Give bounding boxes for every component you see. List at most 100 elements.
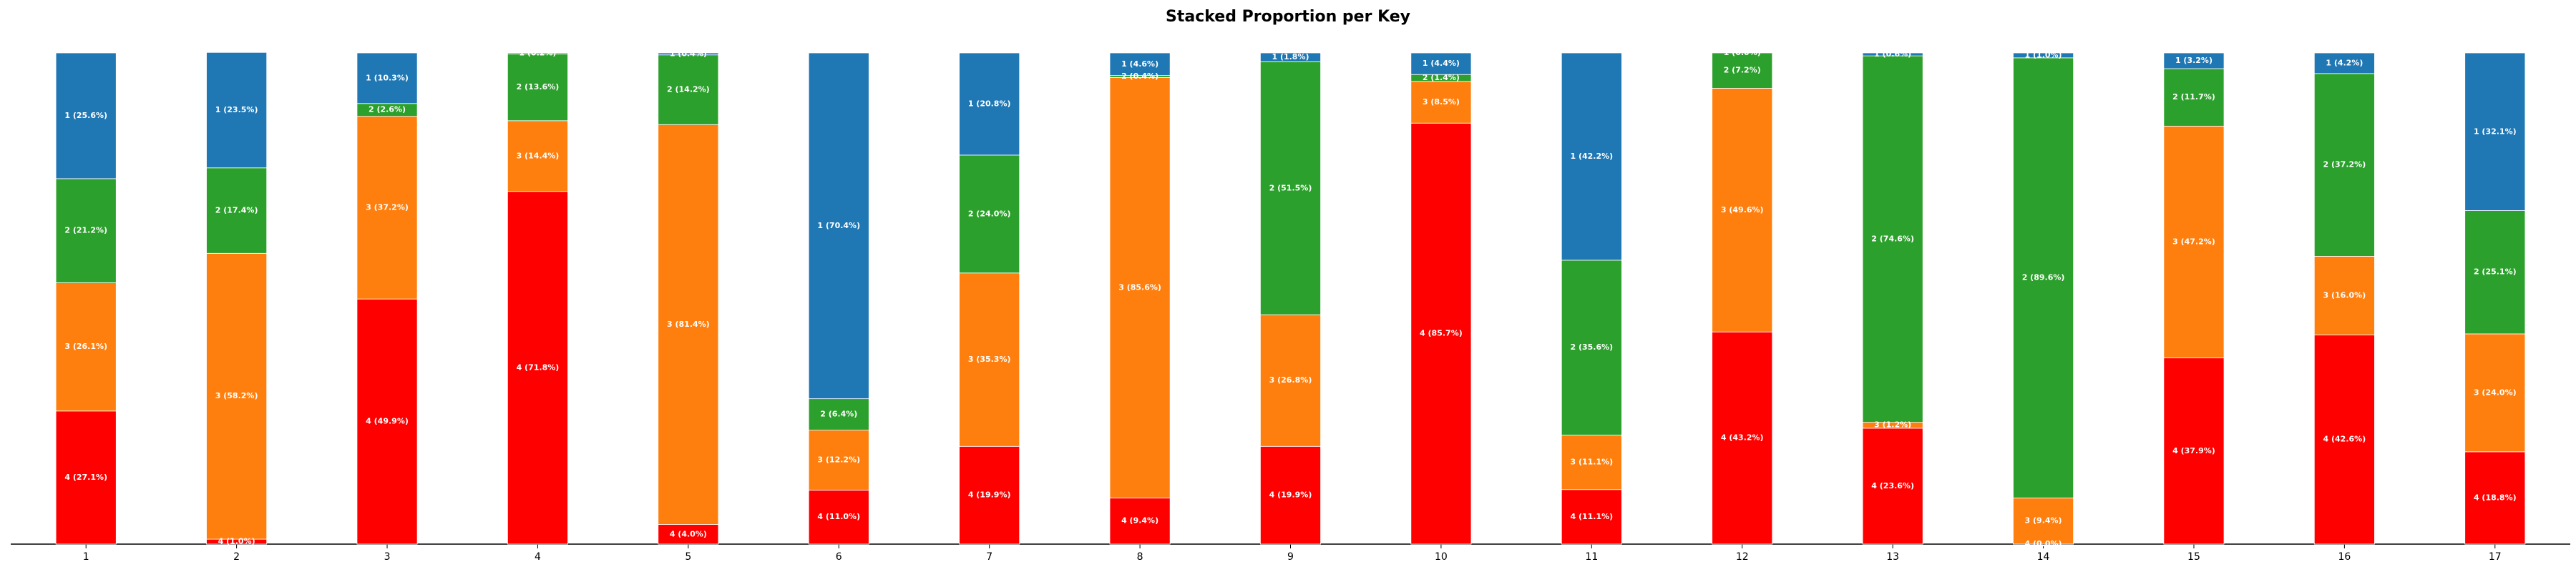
bar-segment (356, 52, 418, 104)
bar-segment (1410, 81, 1472, 124)
segment-label: 3 (26.8%) (1269, 375, 1312, 385)
bar-segment (2464, 210, 2526, 335)
bar-segment (356, 298, 418, 545)
x-tick-label: 10 (1435, 551, 1448, 563)
x-tick-label: 5 (685, 551, 691, 563)
segment-label: 3 (58.2%) (215, 391, 258, 400)
segment-label: 2 (17.4%) (215, 206, 258, 215)
bar-segment (959, 154, 1020, 274)
x-tick-label: 1 (83, 551, 89, 563)
segment-label: 2 (51.5%) (1269, 183, 1312, 192)
bar-segment (658, 124, 719, 525)
bar-segment (2313, 52, 2375, 74)
segment-label: 2 (21.2%) (64, 226, 107, 235)
bar-segment (658, 54, 719, 125)
segment-label: 4 (9.4%) (1121, 516, 1158, 526)
segment-label: 4 (11.0%) (817, 512, 860, 521)
bar-segment (2163, 52, 2225, 69)
bar-segment (1862, 428, 1923, 545)
segment-label: 3 (49.6%) (1721, 205, 1764, 214)
bar-segment (55, 178, 117, 283)
segment-label: 4 (42.6%) (2323, 435, 2366, 444)
bar-segment (658, 52, 719, 56)
x-tick-label: 12 (1736, 551, 1749, 563)
bar-segment (808, 490, 869, 545)
bar-segment (507, 53, 568, 122)
x-tick-label: 11 (1585, 551, 1598, 563)
segment-label: 2 (7.2%) (1724, 66, 1761, 75)
bar-segment (2013, 498, 2074, 545)
segment-label: 4 (43.2%) (1721, 433, 1764, 443)
bar-segment (808, 52, 869, 400)
segment-label: 2 (2.6%) (369, 105, 406, 114)
segment-label: 1 (0.4%) (670, 49, 707, 58)
bar-segment (55, 52, 117, 179)
segment-label: 2 (6.4%) (820, 410, 857, 419)
bar-segment (1862, 55, 1923, 423)
segment-label: 1 (70.4%) (817, 221, 860, 230)
segment-label: 4 (11.1%) (1570, 512, 1613, 521)
x-tick-label: 9 (1287, 551, 1294, 563)
segment-label: 1 (3.2%) (2175, 56, 2212, 65)
bar-segment (1862, 52, 1923, 56)
bar-segment (808, 398, 869, 431)
segment-label: 2 (24.0%) (968, 209, 1011, 218)
segment-label: 4 (85.7%) (1420, 329, 1463, 338)
bar-segment (2464, 451, 2526, 545)
segment-label: 1 (0.6%) (1874, 49, 1911, 59)
bar-segment (1260, 445, 1321, 545)
segment-label: 3 (1.2%) (1874, 420, 1911, 430)
bar-segment (507, 52, 568, 54)
bar-segment (1109, 498, 1171, 545)
bar-segment (959, 52, 1020, 156)
bar-segment (2163, 125, 2225, 359)
bar-segment (1109, 52, 1171, 77)
segment-label: 1 (4.4%) (1423, 59, 1460, 68)
segment-label: 2 (0.4%) (1121, 72, 1158, 81)
bar-segment (206, 167, 268, 254)
segment-label: 4 (19.9%) (1269, 490, 1312, 500)
segment-label: 1 (32.1%) (2474, 127, 2517, 136)
segment-label: 2 (1.4%) (1423, 73, 1460, 82)
segment-label: 1 (23.5%) (215, 105, 258, 114)
bar-segment (1712, 331, 1773, 545)
bar-segment (959, 272, 1020, 447)
bar-segment (2013, 52, 2074, 59)
segment-label: 1 (0.0%) (1724, 48, 1761, 57)
segment-label: 3 (81.4%) (667, 320, 710, 329)
segment-label: 4 (4.0%) (670, 529, 707, 538)
x-tick-label: 14 (2037, 551, 2050, 563)
bar-segment (2013, 57, 2074, 498)
segment-label: 1 (42.2%) (1570, 152, 1613, 161)
segment-label: 4 (18.8%) (2474, 493, 2517, 502)
segment-label: 3 (12.2%) (817, 455, 860, 465)
x-tick-label: 16 (2338, 551, 2351, 563)
segment-label: 4 (37.9%) (2172, 446, 2215, 455)
bar-segment (1561, 489, 1622, 545)
x-tick-label: 3 (384, 551, 391, 563)
segment-label: 2 (11.7%) (2172, 92, 2215, 102)
bar-segment (1260, 314, 1321, 447)
bar-segment (507, 120, 568, 192)
segment-label: 2 (14.2%) (667, 85, 710, 94)
bar-segment (1410, 52, 1472, 75)
segment-label: 4 (0.0%) (2025, 539, 2062, 548)
bar-segment (1260, 61, 1321, 315)
segment-label: 1 (4.2%) (2326, 58, 2363, 67)
segment-label: 3 (8.5%) (1423, 97, 1460, 107)
bar-segment (1410, 122, 1472, 545)
x-tick-label: 13 (1886, 551, 1899, 563)
x-tick-label: 8 (1137, 551, 1143, 563)
x-tick-label: 4 (535, 551, 541, 563)
bar-segment (1712, 52, 1773, 89)
segment-label: 1 (0.2%) (519, 49, 556, 58)
segment-label: 2 (74.6%) (1871, 234, 1914, 243)
bar-segment (2313, 334, 2375, 545)
bar-segment (2313, 73, 2375, 257)
x-tick-label: 7 (986, 551, 992, 563)
bar-segment (356, 116, 418, 300)
bar-segment (808, 430, 869, 490)
segment-label: 1 (4.6%) (1121, 59, 1158, 69)
segment-label: 1 (1.8%) (1272, 52, 1309, 61)
